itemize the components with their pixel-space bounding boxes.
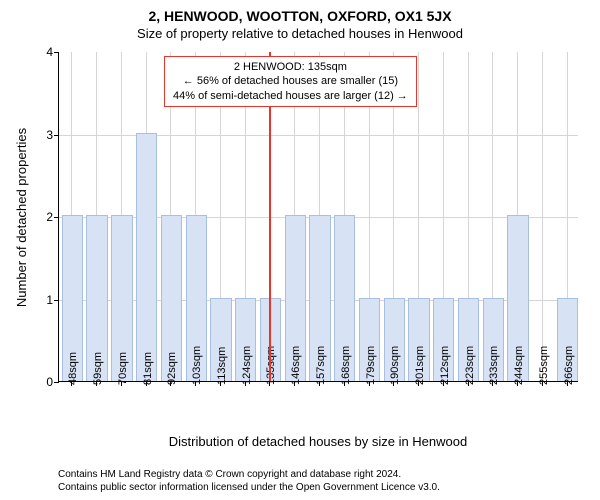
plot-region: 0123448sqm59sqm70sqm81sqm92sqm103sqm113s…	[58, 52, 578, 382]
ytick-mark	[54, 382, 59, 383]
y-axis-title: Number of detached properties	[15, 127, 30, 306]
footnote: Contains HM Land Registry data © Crown c…	[58, 468, 440, 494]
ytick-mark	[54, 52, 59, 53]
xtick-label: 92sqm	[166, 352, 178, 385]
xtick-label: 81sqm	[142, 352, 154, 385]
footnote-line1: Contains HM Land Registry data © Crown c…	[58, 468, 440, 481]
ytick-label: 0	[46, 375, 53, 389]
ytick-label: 3	[46, 128, 53, 142]
xtick-label: 223sqm	[464, 346, 476, 385]
xtick-label: 233sqm	[488, 346, 500, 385]
ytick-label: 2	[46, 210, 53, 224]
xtick-label: 179sqm	[365, 346, 377, 385]
xtick-label: 103sqm	[191, 346, 203, 385]
x-axis-title: Distribution of detached houses by size …	[58, 434, 578, 449]
page-title: 2, HENWOOD, WOOTTON, OXFORD, OX1 5JX	[0, 0, 600, 24]
ytick-label: 1	[46, 293, 53, 307]
ytick-mark	[54, 300, 59, 301]
annotation-line: 44% of semi-detached houses are larger (…	[173, 89, 408, 103]
ytick-mark	[54, 135, 59, 136]
xtick-label: 255sqm	[538, 346, 550, 385]
xtick-label: 48sqm	[67, 352, 79, 385]
xtick-label: 70sqm	[117, 352, 129, 385]
ytick-mark	[54, 217, 59, 218]
footnote-line2: Contains public sector information licen…	[58, 481, 440, 494]
annotation-line: 2 HENWOOD: 135sqm	[173, 60, 408, 74]
xtick-label: 146sqm	[290, 346, 302, 385]
xtick-label: 113sqm	[216, 347, 228, 385]
gridline-v	[542, 52, 543, 381]
xtick-label: 124sqm	[241, 346, 253, 385]
y-axis-title-wrap: Number of detached properties	[14, 52, 30, 382]
xtick-label: 201sqm	[414, 346, 426, 385]
xtick-label: 157sqm	[315, 346, 327, 385]
annotation-line: ← 56% of detached houses are smaller (15…	[173, 74, 408, 88]
bar	[136, 133, 157, 382]
ytick-label: 4	[46, 45, 53, 59]
annotation-box: 2 HENWOOD: 135sqm← 56% of detached house…	[164, 56, 417, 107]
xtick-label: 59sqm	[92, 352, 104, 385]
xtick-label: 135sqm	[265, 346, 277, 385]
xtick-label: 266sqm	[563, 346, 575, 385]
chart-area: 0123448sqm59sqm70sqm81sqm92sqm103sqm113s…	[58, 52, 578, 382]
page-subtitle: Size of property relative to detached ho…	[0, 26, 600, 41]
xtick-label: 244sqm	[513, 346, 525, 385]
xtick-label: 212sqm	[439, 346, 451, 385]
xtick-label: 168sqm	[340, 346, 352, 385]
xtick-label: 190sqm	[389, 346, 401, 385]
